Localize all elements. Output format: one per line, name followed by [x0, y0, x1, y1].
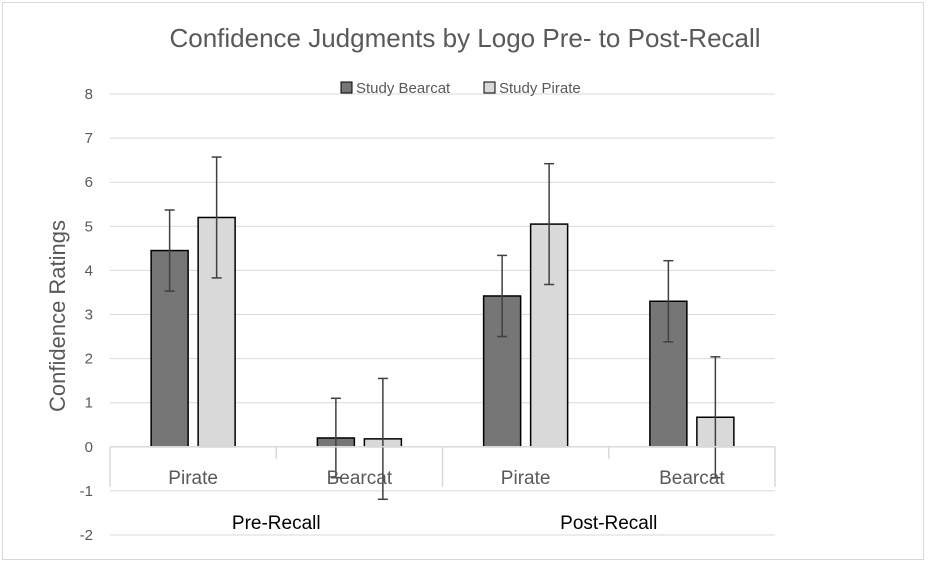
group-label: Pre-Recall — [232, 513, 321, 534]
group-labels: Pre-Recall Post-Recall — [232, 513, 657, 534]
legend: Study Bearcat Study Pirate — [340, 80, 581, 97]
y-tick-label: 7 — [85, 130, 93, 147]
y-tick-label: -1 — [80, 483, 93, 500]
y-tick-label: 6 — [85, 174, 93, 191]
y-axis-label: Confidence Ratings — [45, 220, 70, 412]
chart-title: Confidence Judgments by Logo Pre- to Pos… — [169, 23, 760, 53]
x-axis — [109, 446, 776, 487]
y-tick-label: 4 — [85, 262, 93, 279]
error-bars — [164, 156, 721, 501]
category-label: Bearcat — [659, 468, 725, 489]
y-tick-label: 3 — [85, 307, 93, 324]
y-tick-labels: -2 -1 0 1 2 3 4 5 6 7 8 — [80, 86, 93, 544]
category-labels: Pirate Bearcat Pirate Bearcat — [168, 468, 725, 489]
category-label: Pirate — [501, 468, 551, 489]
legend-label: Study Bearcat — [356, 80, 451, 97]
y-tick-label: 0 — [85, 439, 93, 456]
y-tick-label: 5 — [85, 218, 93, 235]
legend-swatch — [483, 81, 496, 94]
group-label: Post-Recall — [560, 513, 657, 534]
legend-swatch — [340, 81, 353, 94]
y-tick-label: 1 — [85, 395, 93, 412]
legend-label: Study Pirate — [499, 80, 581, 97]
y-tick-label: 2 — [85, 351, 93, 368]
y-tick-label: 8 — [85, 86, 93, 103]
category-label: Pirate — [168, 468, 218, 489]
y-tick-label: -2 — [80, 527, 93, 544]
category-label: Bearcat — [327, 468, 393, 489]
bars — [150, 216, 735, 448]
bar-chart: Confidence Judgments by Logo Pre- to Pos… — [45, 23, 776, 544]
